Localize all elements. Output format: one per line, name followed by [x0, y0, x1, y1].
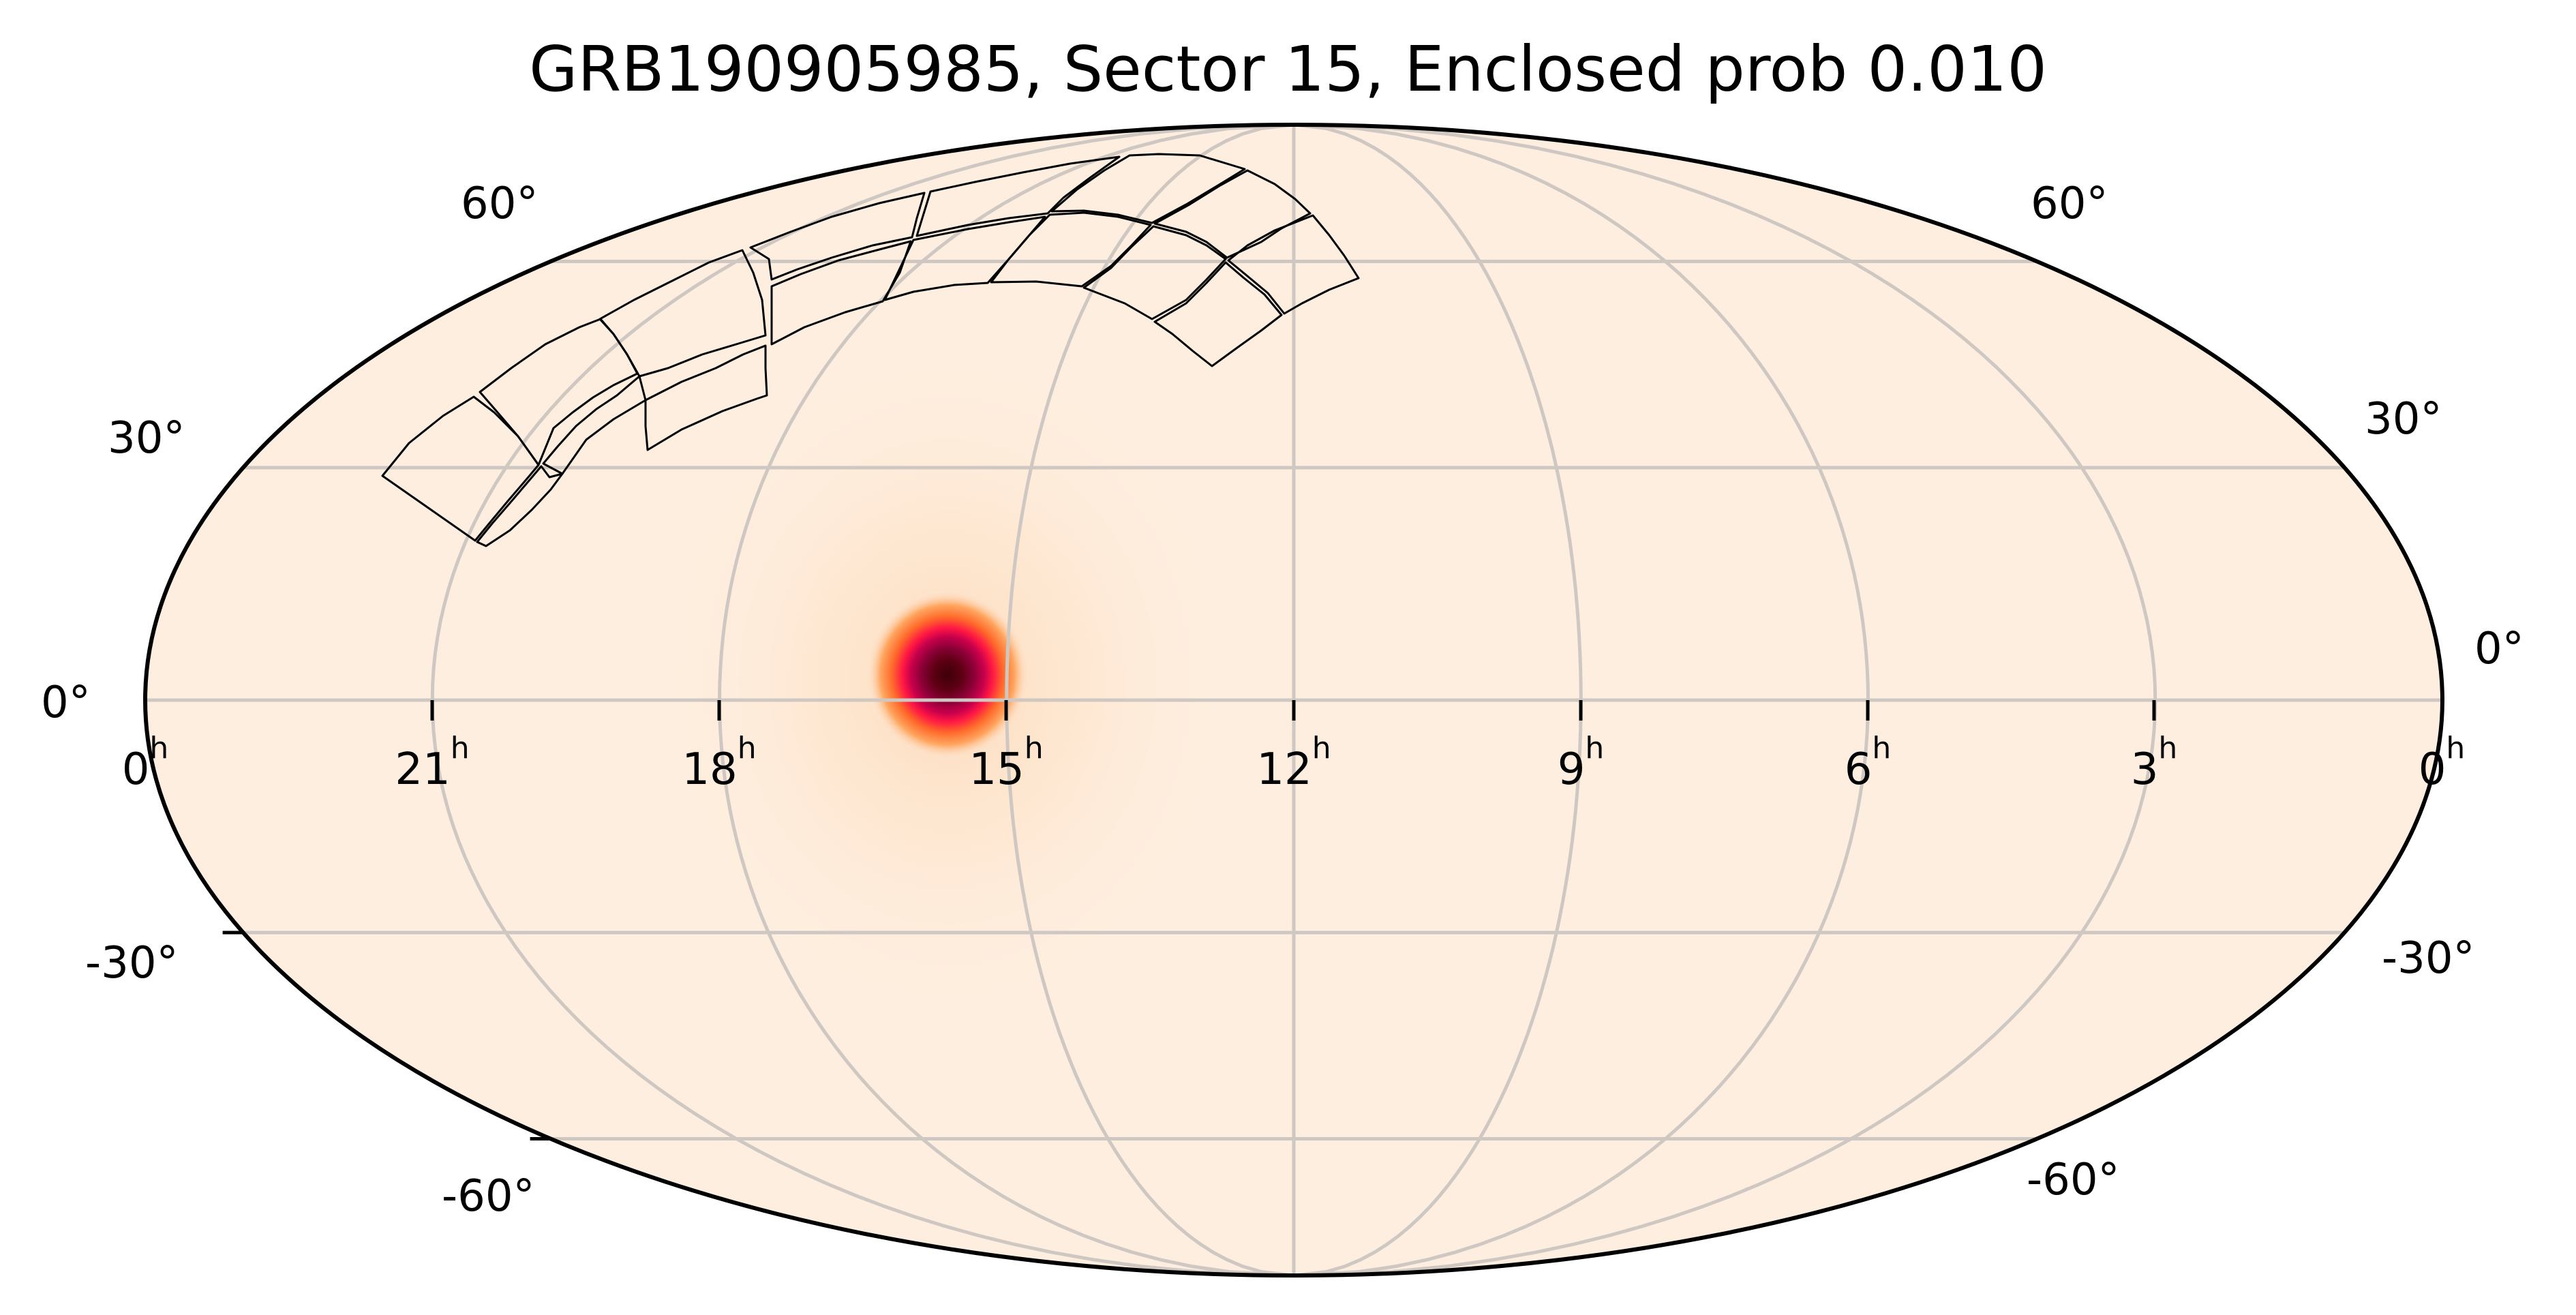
camera-4-ccd-e: [1227, 214, 1360, 315]
camera-1-ccd-b: [476, 465, 564, 547]
ra-tick-label: 12h: [1256, 731, 1331, 795]
camera-2-ccd-d: [770, 240, 912, 346]
dec-tick-label: 0°: [2474, 624, 2524, 674]
tess-footprints: [381, 153, 1360, 547]
ra-axis-labels: 0h 21h 18h 15h 12h 9h 6h 3h 0h: [122, 731, 2466, 795]
dec-tick-label: 30°: [2365, 394, 2442, 444]
camera-2-ccd-c: [749, 192, 926, 281]
ra-tick-label: 18h: [682, 731, 756, 795]
dec-tick-label: -30°: [2382, 933, 2475, 984]
camera-3-ccd-a: [915, 155, 1121, 237]
dec-tick-label: 60°: [2031, 179, 2108, 229]
map-outline: [143, 123, 2444, 1278]
camera-4-ccd-c: [990, 211, 1152, 288]
dec-tick-label: 60°: [461, 179, 538, 229]
ra-tick-label: 0h: [2419, 731, 2466, 795]
camera-4-ccd-d: [1082, 225, 1227, 320]
ra-tick-label: 15h: [969, 731, 1043, 795]
dec-tick-label: -60°: [442, 1171, 535, 1222]
dec-tick-label: 30°: [108, 413, 185, 464]
camera-4-ccd-b: [1153, 169, 1312, 259]
dec-tick-label: 0°: [41, 678, 91, 728]
ra-tick-label: 6h: [1845, 731, 1892, 795]
ra-tick-label: 0h: [122, 731, 169, 795]
camera-4-ccd-a: [1050, 153, 1246, 224]
dec-axis-labels: 60° 30° 0° -30° -60° 60° 30° 0° -30° -60°: [41, 179, 2524, 1222]
camera-2-ccd-b: [644, 344, 768, 451]
dec-tick-label: -60°: [2027, 1155, 2120, 1205]
camera-4-ccd-f: [1153, 261, 1283, 367]
camera-1-ccd-c: [479, 318, 639, 466]
probability-peak: [866, 590, 1029, 760]
camera-2-ccd-a: [598, 249, 767, 378]
axis-ticks: [222, 700, 2156, 1140]
dec-tick-label: -30°: [85, 938, 179, 988]
ra-tick-label: 3h: [2131, 731, 2178, 795]
ra-tick-label: 21h: [395, 731, 469, 795]
chart-title: GRB190905985, Sector 15, Enclosed prob 0…: [529, 33, 2047, 106]
ra-tick-label: 9h: [1558, 731, 1605, 795]
